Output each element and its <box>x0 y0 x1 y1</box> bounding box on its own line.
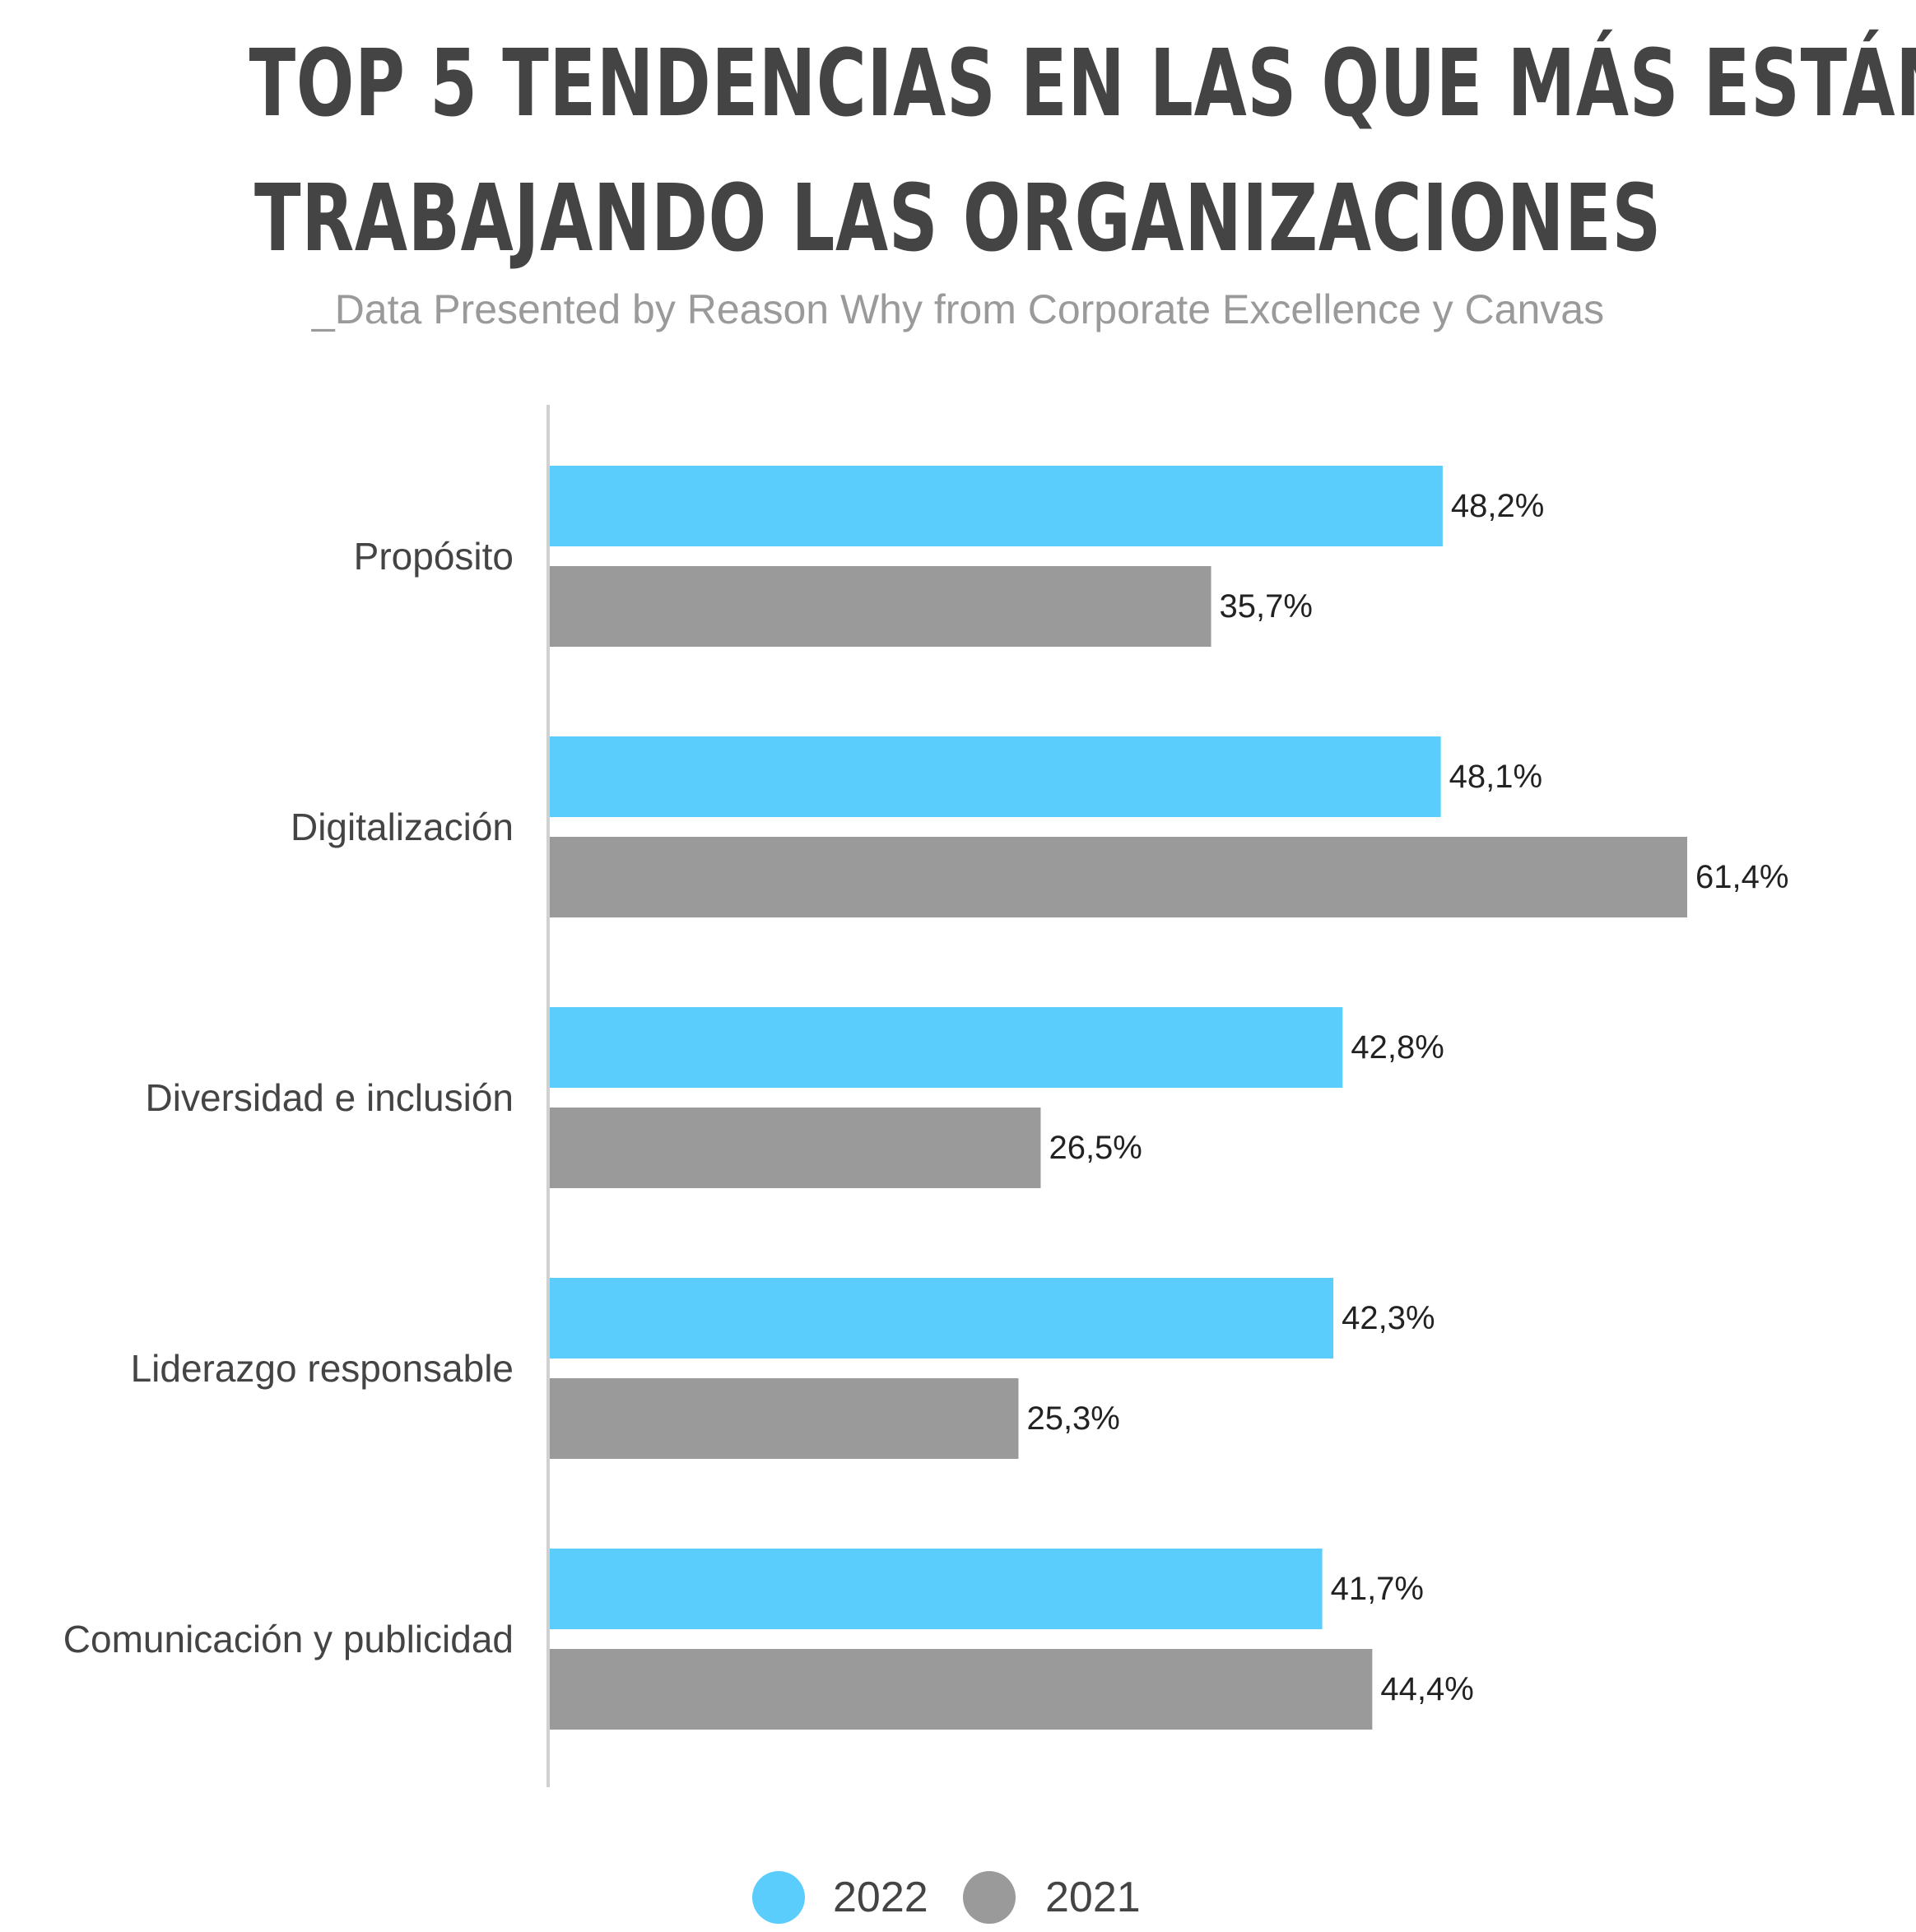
bar-2021 <box>550 566 1211 647</box>
legend-label: 2022 <box>833 1874 928 1921</box>
chart-subtitle: _Data Presented by Reason Why from Corpo… <box>311 286 1605 332</box>
bar-2022 <box>550 1549 1323 1629</box>
data-label: 48,2% <box>1451 488 1544 524</box>
data-label: 42,3% <box>1342 1300 1435 1336</box>
data-label: 44,4% <box>1380 1671 1473 1707</box>
data-label: 35,7% <box>1220 588 1313 625</box>
category-label: Comunicación y publicidad <box>63 1618 514 1660</box>
bar-2022 <box>550 466 1443 546</box>
legend-label: 2021 <box>1045 1874 1141 1921</box>
bar-2022 <box>550 1007 1343 1088</box>
legend: 2022 2021 <box>752 1871 1141 1924</box>
bar-2021 <box>550 837 1687 917</box>
bar-2021 <box>550 1378 1019 1459</box>
bar-2021 <box>550 1649 1373 1730</box>
bar-2022 <box>550 1278 1334 1358</box>
category-label: Digitalización <box>291 806 514 848</box>
bar-2022 <box>550 736 1441 817</box>
data-label: 42,8% <box>1351 1029 1444 1066</box>
data-label: 48,1% <box>1449 759 1542 795</box>
bar-2021 <box>550 1108 1041 1188</box>
chart-title-line-2: TRABAJANDO LAS ORGANIZACIONES <box>254 165 1662 272</box>
data-label: 25,3% <box>1026 1400 1119 1437</box>
category-label: Liderazgo responsable <box>131 1347 514 1390</box>
data-label: 41,7% <box>1331 1571 1424 1607</box>
legend-marker-2022 <box>752 1871 805 1924</box>
chart-title-line-1: TOP 5 TENDENCIAS EN LAS QUE MÁS ESTÁN <box>249 30 1916 137</box>
category-label: Diversidad e inclusión <box>146 1076 514 1119</box>
bars-group: Propósito 48,2% 35,7% Digitalización 48,1% 61… <box>63 466 1788 1730</box>
data-label: 26,5% <box>1049 1130 1142 1166</box>
legend-marker-2021 <box>963 1871 1016 1924</box>
data-label: 61,4% <box>1695 859 1788 895</box>
category-label: Propósito <box>354 535 514 578</box>
chart-title: TOP 5 TENDENCIAS EN LAS QUE MÁS ESTÁN TR… <box>249 16 1916 286</box>
